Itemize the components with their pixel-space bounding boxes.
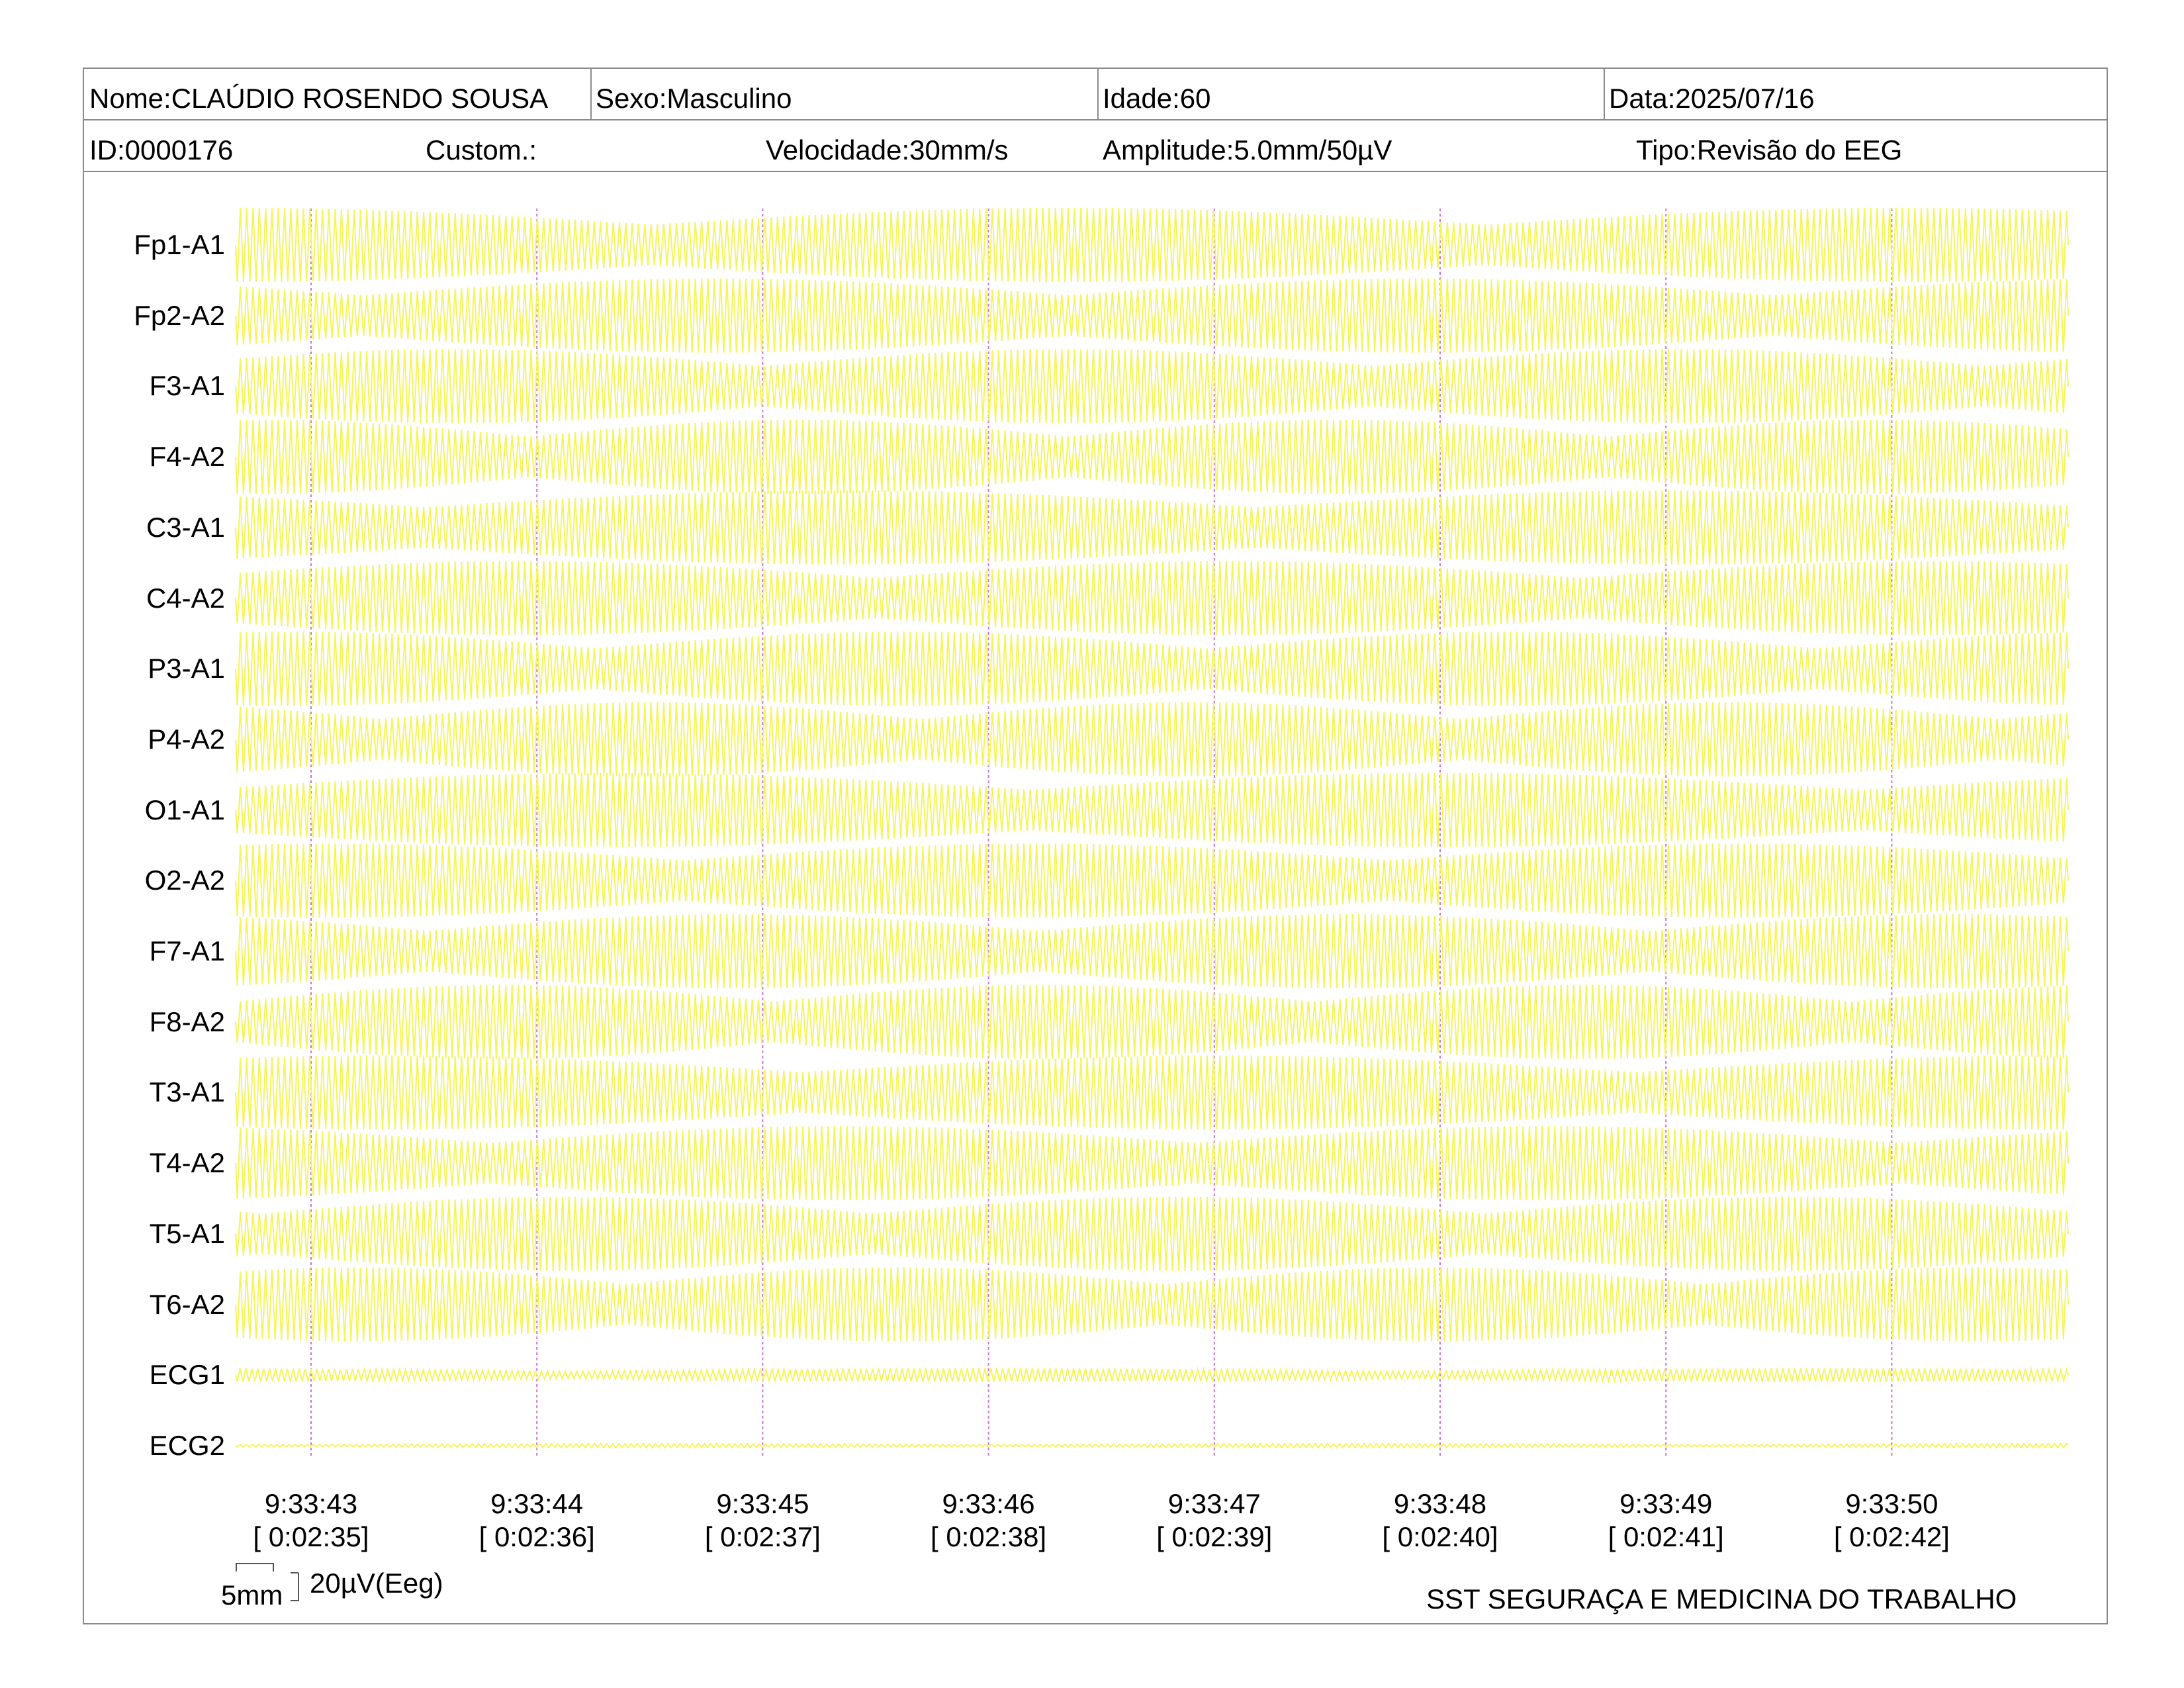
trace-ecg2 [235,1442,2069,1449]
channel-label-ecg1: ECG1 [149,1359,225,1391]
speed-setting: Velocidade:30mm/s [766,134,1009,165]
patient-id: ID:0000176 [89,134,234,165]
channel-label-o2-a2: O2-A2 [144,865,225,896]
trace-t5-a1 [235,1196,2069,1271]
channel-label-fp2-a2: Fp2-A2 [134,299,225,331]
channel-label-c4-a2: C4-A2 [146,582,225,614]
header-divider [1097,69,1099,120]
scale-amplitude-label: 20µV(Eeg) [310,1568,443,1599]
patient-sex: Sexo:Masculino [596,83,792,114]
channel-label-t3-a1: T3-A1 [149,1076,225,1108]
trace-c4-a2 [235,561,2069,635]
timestamp-clock: 9:33:49 [1619,1488,1713,1519]
timestamp-elapsed: [ 0:02:42] [1833,1521,1950,1552]
channel-label-f7-a1: F7-A1 [149,935,225,966]
channel-label-f4-a2: F4-A2 [149,441,225,473]
trace-fp2-a2 [235,278,2069,353]
custom-field: Custom.: [426,134,537,165]
scale-time-label: 5mm [221,1579,283,1611]
trace-f8-a2 [235,984,2069,1059]
timestamp-elapsed: [ 0:02:40] [1382,1521,1498,1552]
trace-t6-a2 [235,1267,2069,1342]
channel-label-f3-a1: F3-A1 [149,370,225,402]
timestamp-elapsed: [ 0:02:37] [704,1521,821,1552]
channel-label-o1-a1: O1-A1 [144,794,225,825]
exam-date: Data:2025/07/16 [1609,83,1815,114]
scale-bracket-icon [236,1563,299,1601]
trace-f4-a2 [235,420,2069,494]
trace-fp1-a1 [235,207,2069,283]
trace-o2-a2 [235,843,2069,918]
amplitude-setting: Amplitude:5.0mm/50µV [1103,134,1392,165]
trace-f3-a1 [235,349,2069,424]
channel-label-ecg2: ECG2 [149,1429,225,1461]
timestamp-clock: 9:33:50 [1845,1488,1938,1519]
timestamp-clock: 9:33:44 [490,1488,584,1519]
channel-label-t6-a2: T6-A2 [149,1288,225,1320]
channel-label-c3-a1: C3-A1 [146,511,225,543]
patient-age: Idade:60 [1103,83,1211,114]
channel-label-p3-a1: P3-A1 [148,653,225,684]
channel-label-fp1-a1: Fp1-A1 [134,229,225,260]
report-frame: Nome:CLAÚDIO ROSENDO SOUSA Sexo:Masculin… [83,68,2108,1624]
trace-t3-a1 [235,1055,2069,1130]
channel-label-f8-a2: F8-A2 [149,1006,225,1037]
timestamp-clock: 9:33:45 [716,1488,809,1519]
header-row-exam: ID:0000176 Custom.: Velocidade:30mm/s Am… [84,120,2107,172]
exam-type: Tipo:Revisão do EEG [1636,134,1903,165]
timestamp-clock: 9:33:46 [942,1488,1035,1519]
timestamp-clock: 9:33:47 [1167,1488,1261,1519]
trace-f7-a1 [235,914,2069,989]
trace-p3-a1 [235,632,2069,706]
timestamp-elapsed: [ 0:02:35] [253,1521,369,1552]
timestamp-elapsed: [ 0:02:41] [1608,1521,1724,1552]
trace-ecg1 [235,1366,2069,1383]
timestamp-clock: 9:33:48 [1393,1488,1487,1519]
timestamp-elapsed: [ 0:02:39] [1156,1521,1273,1552]
company-name: SST SEGURAÇA E MEDICINA DO TRABALHO [1426,1583,2017,1615]
channel-label-t4-a2: T4-A2 [149,1147,225,1179]
header-divider [1604,69,1605,120]
timestamp-elapsed: [ 0:02:36] [478,1521,595,1552]
channel-label-p4-a2: P4-A2 [148,723,225,755]
trace-o1-a1 [235,773,2069,847]
trace-c3-a1 [235,490,2069,565]
timestamp-clock: 9:33:43 [264,1488,358,1519]
trace-p4-a2 [235,702,2069,776]
trace-t4-a2 [235,1126,2069,1201]
timestamp-elapsed: [ 0:02:38] [931,1521,1047,1552]
channel-label-t5-a1: T5-A1 [149,1217,225,1249]
patient-name: Nome:CLAÚDIO ROSENDO SOUSA [89,83,549,114]
header-row-patient: Nome:CLAÚDIO ROSENDO SOUSA Sexo:Masculin… [84,69,2107,120]
header-divider [590,69,592,120]
